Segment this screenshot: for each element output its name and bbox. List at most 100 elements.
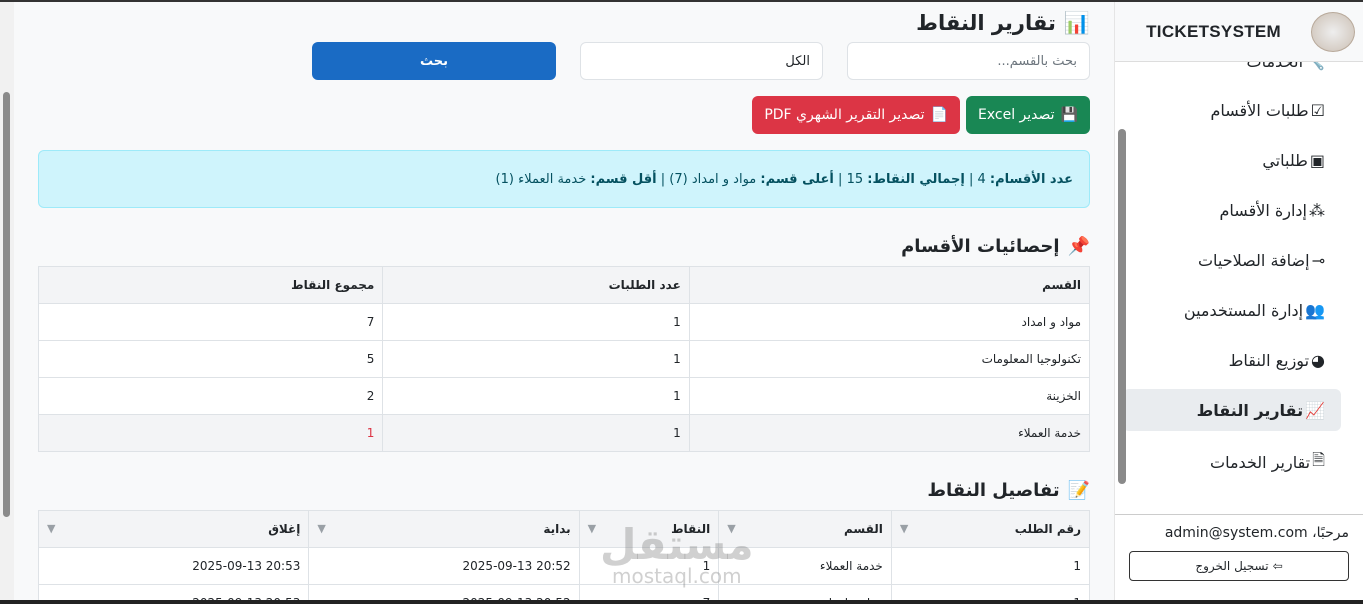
details-heading: 📝 تفاصيل النقاط (38, 478, 1090, 502)
cell: 1 (890, 584, 1091, 602)
label: إجمالي النقاط: (867, 171, 965, 187)
value: خدمة العملاء (1) (495, 171, 587, 187)
pie-chart-icon: ◕ (1311, 350, 1325, 370)
cell: 1 (578, 547, 720, 585)
summary-alert: عدد الأقسام: 4 | إجمالي النقاط: 15 | أعل… (38, 150, 1090, 208)
cell: 2025-09-13 20:52 (308, 584, 580, 602)
scrollbar-thumb[interactable] (3, 92, 10, 517)
cell: 2025-09-13 20:52 (308, 547, 580, 585)
brand-name: TICKETSYSTEM (1146, 21, 1281, 41)
cell: 2025-09-13 20:53 (37, 584, 310, 602)
label: أقل قسم: (590, 171, 657, 187)
col-header: عدد الطلبات (382, 266, 690, 304)
cell: 7 (37, 303, 384, 341)
page-scrollbar[interactable] (0, 2, 14, 602)
people-icon: 👥 (1305, 300, 1325, 320)
table-row: خدمة العملاء 1 1 (37, 414, 1091, 452)
cell: 1 (382, 414, 690, 452)
sidebar-item-services[interactable]: 🔧الخدمات (1123, 62, 1341, 82)
sep: | (660, 171, 666, 187)
cell: 1 (382, 303, 690, 341)
sidebar-item-add-permissions[interactable]: ⊸ إضافة الصلاحيات (1123, 239, 1341, 281)
logout-icon: ⇦ (1272, 559, 1283, 573)
sidebar-item-label: إدارة المستخدمين (1183, 300, 1304, 320)
table-row: تكنولوجيا المعلومات 1 5 (37, 340, 1091, 378)
col-header[interactable]: النقاط ▼ (578, 510, 720, 548)
memo-icon: 📝 (1067, 479, 1090, 501)
cell: خدمة العملاء (688, 414, 1091, 452)
cell: 1 (37, 414, 384, 452)
checklist-icon: ☑ (1310, 100, 1325, 120)
cell: 1 (382, 340, 690, 378)
document-icon: 📄 (930, 107, 948, 123)
header-label: القسم (843, 522, 883, 536)
watermark-en: mostaql.com (612, 564, 742, 588)
search-button[interactable]: بحث (312, 42, 556, 80)
export-excel-label: تصدير Excel (978, 107, 1055, 123)
sidebar-item-label: تقارير النقاط (1196, 400, 1304, 420)
col-header[interactable]: القسم ▼ (718, 510, 892, 548)
sidebar-item-points-reports[interactable]: 📈 تقارير النقاط (1123, 389, 1341, 431)
sidebar-item-my-requests[interactable]: ▣ طلباتي (1123, 139, 1341, 181)
bar-chart-icon: 📊 (1063, 10, 1090, 35)
filter-icon[interactable]: ▼ (899, 522, 909, 535)
col-header[interactable]: بداية ▼ (308, 510, 580, 548)
key-icon: ⊸ (1311, 250, 1325, 270)
value: مواد و امداد (7) (669, 171, 757, 187)
stats-title: إحصائيات الأقسام (901, 235, 1060, 257)
department-search-input[interactable]: بحث بالقسم... (847, 42, 1090, 80)
sidebar-item-department-requests[interactable]: ☑ طلبات الأقسام (1123, 89, 1341, 131)
details-title: تفاصيل النقاط (927, 479, 1060, 501)
filter-icon[interactable]: ▼ (727, 522, 736, 535)
sidebar-item-manage-users[interactable]: 👥 إدارة المستخدمين (1123, 289, 1341, 331)
cell: 1 (890, 547, 1091, 585)
export-pdf-label: تصدير التقرير الشهري PDF (764, 107, 925, 123)
sidebar-scrollbar[interactable] (1115, 62, 1129, 504)
logout-button[interactable]: ⇦ تسجيل الخروج (1129, 551, 1349, 581)
label: عدد الأقسام: (989, 171, 1073, 187)
sidebar-item-label: إضافة الصلاحيات (1197, 250, 1310, 270)
export-pdf-button[interactable]: 📄 تصدير التقرير الشهري PDF (752, 96, 960, 134)
cell: 7 (578, 584, 720, 602)
col-header: القسم (688, 266, 1091, 304)
pushpin-icon: 📌 (1067, 235, 1090, 257)
col-header[interactable]: إغلاق ▼ (37, 510, 310, 548)
col-header: مجموع النقاط (37, 266, 384, 304)
sidebar-item-points-distribution[interactable]: ◕ توزيع النقاط (1123, 339, 1341, 381)
watermark: مستقل mostaql.com (600, 524, 754, 588)
graph-up-icon: 📈 (1305, 400, 1325, 420)
diagram-icon: ⁂ (1309, 200, 1325, 220)
sidebar: TICKETSYSTEM 🔧الخدمات ☑طلبات الأقسام ▣طل… (1114, 2, 1363, 602)
sidebar-item-label: تقارير الخدمات (1210, 452, 1311, 472)
value: 15 (846, 171, 864, 187)
taskbar-edge (0, 600, 1363, 604)
details-table: رقم الطلب ▼ القسم ▼ النقاط ▼ بداية ▼ إغلاق ▼ … (37, 510, 1091, 602)
scrollbar-thumb[interactable] (1118, 129, 1126, 484)
watermark-ar: مستقل (600, 520, 754, 569)
export-excel-button[interactable]: 💾 تصدير Excel (966, 96, 1090, 134)
cell: مواد و امداد (718, 584, 892, 602)
sidebar-item-label: توزيع النقاط (1228, 350, 1310, 370)
logout-label: تسجيل الخروج (1195, 559, 1269, 573)
sep: | (838, 171, 843, 187)
logo (1311, 11, 1355, 52)
header-label: رقم الطلب (1014, 522, 1081, 536)
page-title: 📊 تقارير النقاط (38, 8, 1090, 38)
cell: 2025-09-13 20:53 (37, 547, 310, 585)
filter-icon[interactable]: ▼ (587, 522, 597, 535)
filter-icon[interactable]: ▼ (317, 522, 326, 535)
cell: 5 (37, 340, 384, 378)
col-header[interactable]: رقم الطلب ▼ (890, 510, 1091, 548)
table-row: 1 خدمة العملاء 1 2025-09-13 20:52 2025-09-13… (37, 547, 1091, 585)
table-row: 1مواد و امداد72025-09-13 20:522025-09-13… (37, 584, 1091, 602)
file-text-icon: 🗎 (1312, 449, 1325, 469)
sidebar-item-services-reports[interactable]: 🗎 تقارير الخدمات (1123, 441, 1341, 483)
sidebar-item-manage-departments[interactable]: ⁂ إدارة الأقسام (1123, 189, 1341, 231)
welcome-text: مرحبًا، admin@system.com (1164, 525, 1349, 541)
sep: | (968, 171, 974, 187)
sidebar-menu: 🔧الخدمات ☑طلبات الأقسام ▣طلباتي ⁂إدارة ا… (1115, 62, 1363, 504)
filter-icon[interactable]: ▼ (47, 522, 56, 535)
department-select[interactable]: الكل (580, 42, 823, 80)
main-content: 📊 تقارير النقاط بحث بالقسم... الكل بحث 💾 ت… (14, 2, 1114, 602)
stats-heading: 📌 إحصائيات الأقسام (38, 234, 1090, 258)
